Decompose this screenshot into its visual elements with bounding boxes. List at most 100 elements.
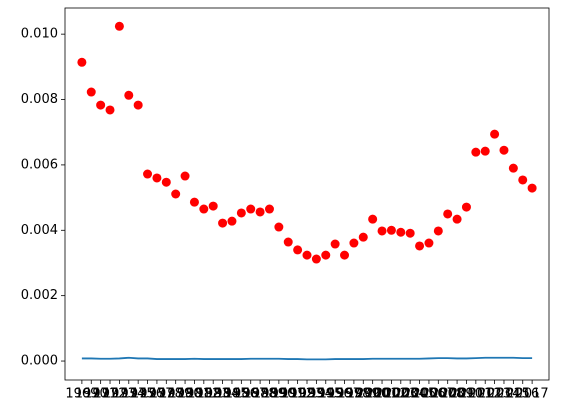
point [396,227,406,237]
x-tick-label: 1992 [281,387,314,402]
point [452,214,462,224]
point [274,222,284,232]
point [199,204,209,214]
x-tick-label: 2002 [375,387,408,402]
x-tick-label: 2006 [412,387,445,402]
point [518,175,528,185]
x-tick-label: 2007 [422,387,455,402]
x-tick-label: 1971 [84,387,117,402]
point [499,145,509,155]
x-tick-label: 2011 [459,387,492,402]
x-tick-label: 2010 [450,387,483,402]
x-tick-label: 2009 [441,387,474,402]
y-tick-label: 0.002 [21,288,58,303]
x-tick-label: 1974 [112,387,145,402]
point [405,228,415,238]
x-tick-label: 1989 [253,387,286,402]
x-tick-label: 2014 [487,387,520,402]
y-tick-label: 0.010 [21,27,58,42]
point [293,245,303,255]
x-tick-label: 2005 [403,387,436,402]
x-tick-label: 1984 [206,387,239,402]
point [152,173,162,183]
x-tick-label: 1999 [347,387,380,402]
point [171,189,181,199]
x-tick-label: 1986 [225,387,258,402]
x-tick-label: 1983 [197,387,230,402]
point [124,90,134,100]
point [189,197,199,207]
point [424,238,434,248]
x-tick-label: 1969 [65,387,98,402]
point [133,100,143,110]
point [143,169,153,179]
point [461,202,471,212]
line [81,356,533,361]
point [377,226,387,236]
point [330,239,340,249]
point [311,254,321,264]
point [86,87,96,97]
x-tick-label: 2008 [431,387,464,402]
x-tick-label: 1988 [244,387,277,402]
point [415,241,425,251]
point [227,216,237,226]
point [508,163,518,173]
point [386,225,396,235]
x-tick-label: 1998 [337,387,370,402]
point [264,204,274,214]
x-tick-label: 1980 [169,387,202,402]
point [321,250,331,260]
point [349,238,359,248]
point [161,177,171,187]
point [340,250,350,260]
x-tick-label: 1987 [234,387,267,402]
x-tick-label: 1979 [159,387,192,402]
point [218,218,228,228]
x-tick-label: 1978 [150,387,183,402]
x-tick-label: 1977 [140,387,173,402]
x-tick-label: 1981 [178,387,211,402]
y-tick-label: 0.000 [21,354,58,369]
x-tick-label: 1994 [300,387,333,402]
point [236,208,246,218]
x-tick-label: 1972 [93,387,126,402]
point [490,129,500,139]
x-tick-label: 1990 [262,387,295,402]
point [368,214,378,224]
x-tick-label: 1993 [290,387,323,402]
point [443,209,453,219]
x-tick-label: 1976 [131,387,164,402]
x-tick-label: 2003 [384,387,417,402]
plot-frame [64,7,550,381]
x-tick-label: 2004 [394,387,427,402]
point [180,171,190,181]
x-tick-label: 1995 [309,387,342,402]
y-tick-label: 0.008 [21,92,58,107]
point [471,147,481,157]
point [480,146,490,156]
point [433,226,443,236]
y-tick-label: 0.004 [21,223,58,238]
x-tick-label: 2001 [365,387,398,402]
point [283,237,293,247]
point [358,232,368,242]
x-tick-label: 2015 [497,387,530,402]
x-tick-label: 1975 [122,387,155,402]
x-tick-label: 2017 [516,387,549,402]
x-tick-label: 1970 [75,387,108,402]
x-tick-label: 2013 [478,387,511,402]
point [77,57,87,67]
y-tick-label: 0.006 [21,157,58,172]
point [527,183,537,193]
point [105,105,115,115]
x-tick-label: 1997 [328,387,361,402]
x-tick-label: 1982 [187,387,220,402]
x-tick-label: 2016 [506,387,539,402]
point [302,250,312,260]
x-tick-label: 1985 [215,387,248,402]
x-tick-label: 2000 [356,387,389,402]
point [246,204,256,214]
point [208,201,218,211]
